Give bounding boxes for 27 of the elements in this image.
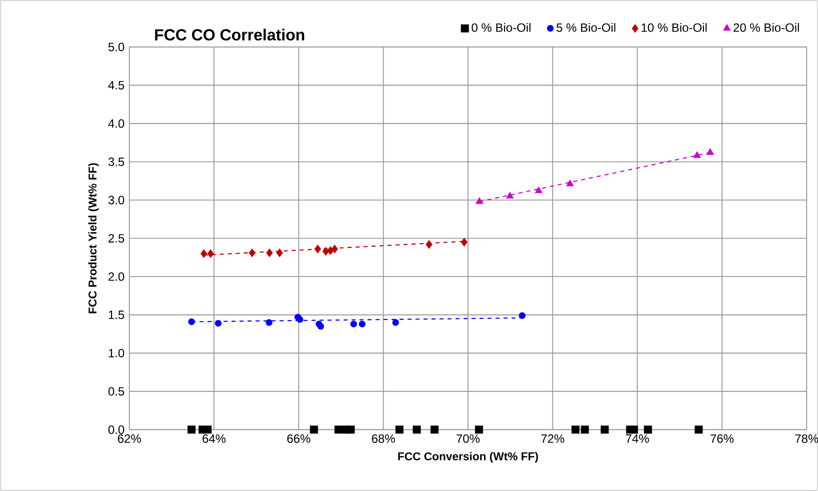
y-tick-label: 1.5 — [108, 310, 124, 320]
y-tick-label: 0.0 — [108, 425, 124, 434]
x-tick-label: 70% — [456, 434, 480, 443]
x-tick-label: 74% — [626, 434, 649, 443]
x-tick-label: 66% — [287, 434, 310, 443]
chart-title: FCC CO Correlation — [155, 28, 304, 40]
y-tick-label: 2.0 — [108, 272, 124, 281]
x-tick-label: 64% — [202, 434, 226, 443]
x-axis-title: FCC Conversion (Wt% FF) — [398, 452, 538, 463]
x-tick-label: 68% — [372, 434, 395, 443]
legend-label: 5 % Bio-Oil — [556, 23, 616, 32]
legend-label: 0 % Bio-Oil — [472, 23, 530, 32]
y-tick-label: 1.0 — [108, 348, 124, 358]
x-tick-label: 72% — [541, 434, 564, 443]
y-tick-label: 4.5 — [108, 81, 124, 90]
y-tick-label: 4.0 — [108, 119, 124, 128]
y-tick-label: 5.0 — [108, 42, 124, 52]
y-axis-title: FCC Product Yield (Wt% FF) — [88, 163, 99, 314]
legend-label: 20 % Bio-Oil — [734, 23, 799, 32]
x-tick-label: 76% — [710, 434, 734, 443]
y-tick-label: 2.5 — [108, 234, 124, 243]
x-tick-label: 78% — [795, 434, 818, 443]
y-tick-label: 3.5 — [108, 158, 124, 166]
legend-label: 10 % Bio-Oil — [642, 23, 707, 32]
y-tick-label: 0.5 — [108, 387, 124, 396]
x-tick-label: 62% — [118, 434, 141, 443]
y-tick-label: 3.0 — [108, 196, 124, 204]
